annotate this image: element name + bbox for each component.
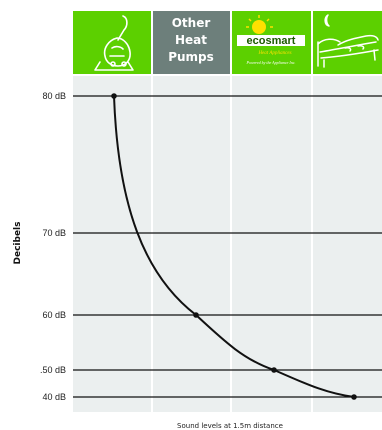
data-point-4 [351, 394, 357, 400]
data-points [111, 93, 357, 400]
vacuum-cleaner-icon [94, 15, 134, 71]
y-tick-label: 60 dB [42, 310, 66, 320]
header-cell-2 [153, 11, 230, 74]
y-tick-labels: 80 dB 70 dB 60 dB .50 dB 40 dB [40, 91, 66, 402]
plot-background [73, 76, 382, 412]
y-tick-label: .50 dB [40, 365, 66, 375]
y-tick-label: 70 dB [42, 228, 66, 238]
data-point-2 [193, 312, 199, 318]
header-cell-1 [73, 11, 151, 74]
gridlines [73, 95, 382, 398]
ecosmart-logo: ecosmart Heat Appliances Powered by the … [237, 15, 305, 65]
x-axis-title: Sound levels at 1.5m distance [177, 422, 283, 430]
data-point-3 [271, 367, 277, 373]
data-point-1 [111, 93, 117, 99]
header-label-line-3: Pumps [168, 50, 214, 64]
y-axis-title: Decibels [13, 222, 23, 265]
logo-subtitle: Heat Appliances [257, 51, 291, 56]
sun-icon [252, 20, 266, 34]
decibel-curve [113, 95, 355, 398]
logo-tagline: Powered by the Appliance Inc. [246, 60, 296, 65]
header-label-line-2: Heat [175, 33, 207, 47]
y-tick-label: 40 dB [42, 392, 66, 402]
sun-rays-icon [246, 15, 273, 28]
column-dividers [151, 76, 313, 412]
logo-wordmark: ecosmart [247, 35, 296, 47]
y-tick-label: 80 dB [42, 91, 66, 101]
header-label-line-1: Other [172, 16, 211, 30]
header-row: Other Heat Pumps ecosmart Heat Appliance… [73, 11, 382, 74]
bed-icon [317, 14, 379, 68]
